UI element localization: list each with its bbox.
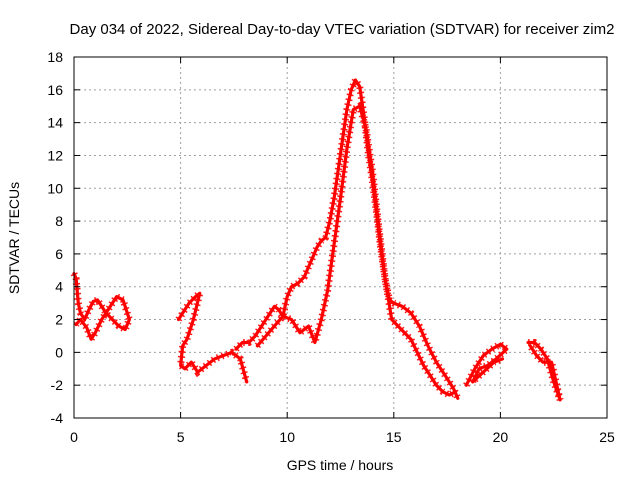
x-axis-label: GPS time / hours bbox=[287, 457, 394, 473]
y-tick-label: 14 bbox=[47, 115, 63, 131]
series-markers-seg-3 bbox=[233, 72, 462, 400]
y-tick-label: -2 bbox=[51, 377, 64, 393]
plot-frame bbox=[73, 56, 608, 419]
x-tick-label: 10 bbox=[279, 429, 295, 445]
series-seg-2 bbox=[176, 291, 249, 384]
series-markers-seg-4 bbox=[254, 101, 458, 399]
y-tick-label: -4 bbox=[51, 410, 64, 426]
chart-title: Day 034 of 2022, Sidereal Day-to-day VTE… bbox=[70, 21, 615, 38]
y-tick-label: 18 bbox=[47, 49, 63, 65]
series-markers-seg-5 bbox=[463, 340, 513, 387]
x-tick-label: 0 bbox=[70, 429, 78, 445]
series-markers-seg-6 bbox=[527, 339, 564, 402]
series-seg-3 bbox=[234, 78, 460, 400]
y-tick-label: 12 bbox=[47, 147, 63, 163]
series-seg-4 bbox=[255, 104, 458, 397]
y-tick-label: 6 bbox=[55, 246, 63, 262]
x-tick-label: 5 bbox=[177, 429, 185, 445]
series-markers-seg-1 bbox=[70, 272, 134, 347]
y-tick-label: 8 bbox=[55, 213, 63, 229]
data-series bbox=[70, 72, 564, 402]
x-tick-label: 20 bbox=[493, 429, 509, 445]
y-tick-label: 0 bbox=[55, 344, 63, 360]
y-tick-label: 16 bbox=[47, 82, 63, 98]
y-tick-label: 4 bbox=[55, 279, 63, 295]
y-axis-label: SDTVAR / TECUs bbox=[6, 182, 22, 294]
grid bbox=[74, 57, 607, 418]
x-tick-label: 15 bbox=[386, 429, 402, 445]
series-seg-5 bbox=[464, 342, 509, 387]
x-tick-label: 25 bbox=[599, 429, 615, 445]
axis-ticks: 0 5 10 15 20 25 -4 -2 0 2 4 6 8 10 12 14 16 18 bbox=[47, 49, 615, 445]
y-tick-label: 2 bbox=[55, 312, 63, 328]
y-tick-label: 10 bbox=[47, 180, 63, 196]
